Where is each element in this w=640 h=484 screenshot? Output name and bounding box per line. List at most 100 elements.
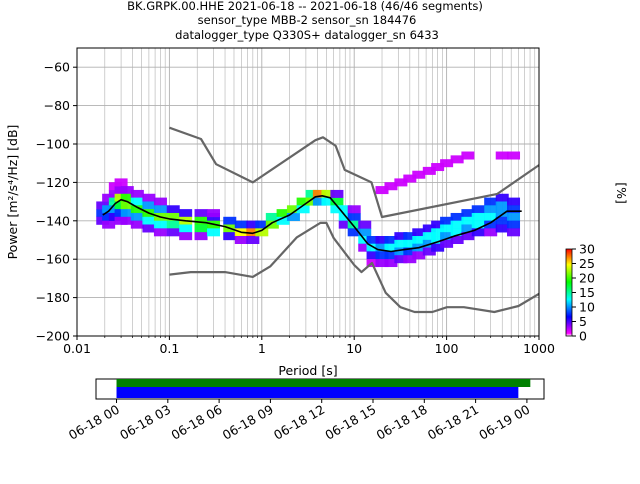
heatmap-cell — [461, 151, 475, 160]
heatmap-cell — [246, 236, 260, 244]
timeline-tick-label: 06-18 09 — [220, 402, 276, 443]
heatmap-cell — [384, 259, 398, 268]
heatmap-cell — [255, 220, 269, 229]
heatmap-cell — [403, 239, 417, 248]
plot-frame — [76, 47, 540, 337]
heatmap-cell — [422, 224, 436, 233]
heatmap-cell — [495, 209, 509, 218]
heatmap-cell — [153, 205, 167, 214]
heatmap-cell — [366, 236, 380, 244]
heatmap-cell — [194, 232, 208, 241]
heatmap-cell — [403, 247, 417, 256]
heatmap-cell — [461, 232, 475, 241]
colorbar-tick-label: 15 — [579, 285, 595, 300]
heatmap-cell — [276, 216, 290, 225]
colorbar-label: [%] — [614, 182, 629, 204]
y-tick-label: −120 — [36, 175, 70, 190]
heatmap-cell — [412, 228, 426, 237]
heatmap-cell — [130, 189, 144, 198]
x-tick-label: 1 — [258, 341, 266, 356]
heatmap-cell — [102, 193, 116, 202]
heatmap-cell — [130, 220, 144, 229]
heatmap-cell — [166, 220, 180, 229]
heatmap-cell — [431, 220, 445, 229]
heatmap-cell — [330, 189, 344, 198]
heatmap-cell — [153, 220, 167, 229]
heatmap-cell — [507, 197, 521, 206]
heatmap-cell — [102, 205, 116, 214]
heatmap-cell — [234, 236, 248, 244]
heatmap-cell — [495, 193, 509, 202]
x-tick-label: 0.1 — [159, 341, 179, 356]
timeline-bar-segments — [116, 379, 531, 387]
timeline-bars — [116, 379, 531, 398]
heatmap-cell — [450, 155, 464, 164]
heatmap-cell — [384, 251, 398, 260]
heatmap-cell — [223, 232, 237, 241]
y-axis-label: Power [m²/s⁴/Hz] [dB] — [5, 125, 20, 260]
heatmap-cell — [358, 228, 372, 237]
heatmap-cell — [194, 224, 208, 233]
title-line-3: datalogger_type Q330S+ datalogger_sn 643… — [175, 28, 439, 42]
title-line-1: BK.GRPK.00.HHE 2021-06-18 -- 2021-06-18 … — [127, 0, 483, 13]
heatmap-cell — [484, 220, 498, 229]
timeline-tick-label: 06-18 00 — [66, 402, 122, 443]
colorbar-tick-label: 20 — [579, 271, 595, 286]
heatmap-cell — [384, 236, 398, 244]
heatmap-cell — [255, 228, 269, 237]
colorbar-tick-label: 25 — [579, 256, 595, 271]
heatmap-cell — [422, 166, 436, 175]
colorbar-tick-label: 30 — [579, 242, 595, 257]
heatmap-cell — [440, 232, 454, 241]
heatmap-cell — [450, 236, 464, 244]
heatmap — [96, 151, 521, 268]
heatmap-cell — [471, 212, 485, 221]
heatmap-cell — [347, 212, 361, 221]
series-line-noise-model-high — [169, 126, 539, 219]
y-tick-label: −140 — [36, 213, 70, 228]
heatmap-cell — [142, 224, 156, 233]
heatmap-cell — [495, 201, 509, 210]
chart-title: BK.GRPK.00.HHE 2021-06-18 -- 2021-06-18 … — [127, 0, 483, 42]
heatmap-cell — [507, 212, 521, 221]
heatmap-cell — [375, 251, 389, 260]
heatmap-cell — [422, 247, 436, 256]
heatmap-cell — [234, 220, 248, 229]
x-axis: 0.01 0.1 1 10 100 1000 — [63, 336, 555, 356]
heatmap-cell — [296, 197, 310, 206]
heatmap-cell — [484, 205, 498, 214]
x-axis-label: Period [s] — [278, 363, 337, 378]
heatmap-cell — [338, 220, 352, 229]
series-line-noise-model-low — [169, 221, 539, 314]
heatmap-cell — [120, 201, 134, 210]
heatmap-cell — [265, 212, 279, 221]
heatmap-cell — [120, 186, 134, 195]
heatmap-cell — [507, 228, 521, 237]
heatmap-cell — [422, 232, 436, 241]
heatmap-cell — [296, 205, 310, 214]
heatmap-cell — [440, 216, 454, 225]
x-tick-label: 0.01 — [63, 341, 91, 356]
heatmap-cell — [330, 197, 344, 206]
heatmap-cell — [120, 209, 134, 218]
timeline-tick-label: 06-18 15 — [322, 402, 378, 443]
heatmap-cell — [394, 178, 408, 187]
heatmap-cell — [338, 205, 352, 214]
timeline-bar-data — [116, 387, 519, 398]
heatmap-cell — [375, 186, 389, 195]
heatmap-cell — [495, 216, 509, 225]
heatmap-cell — [142, 193, 156, 202]
heatmap-cell — [223, 216, 237, 225]
heatmap-cell — [312, 189, 326, 198]
heatmap-cell — [130, 212, 144, 221]
heatmap-cell — [179, 209, 193, 218]
heatmap-cell — [412, 251, 426, 260]
heatmap-cell — [394, 255, 408, 264]
heatmap-cell — [507, 220, 521, 229]
heatmap-cell — [384, 243, 398, 252]
heatmap-cell — [194, 216, 208, 225]
heatmap-cell — [366, 251, 380, 260]
x-tick-label: 100 — [435, 341, 459, 356]
heatmap-cell — [403, 232, 417, 241]
